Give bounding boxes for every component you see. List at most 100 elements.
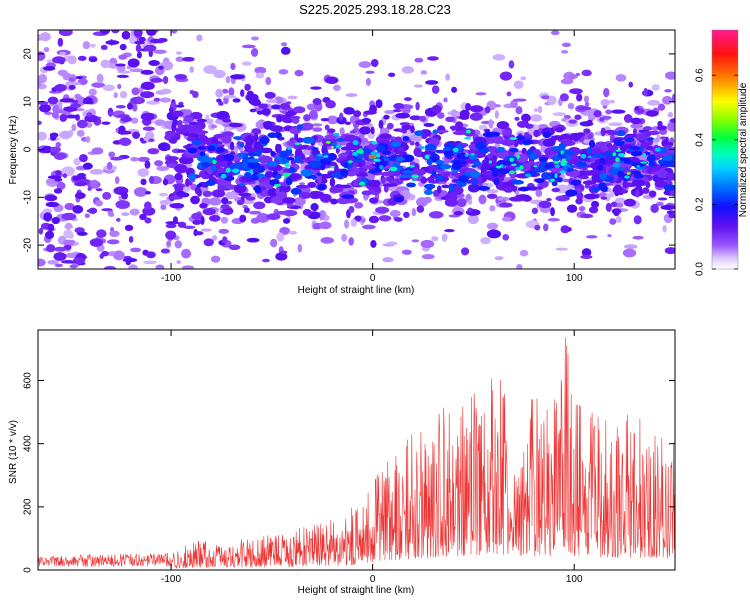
heatmap-blob <box>319 221 332 230</box>
heatmap-blob <box>464 136 472 140</box>
heatmap-blob <box>382 257 394 263</box>
heatmap-blob <box>650 203 659 213</box>
heatmap-blob <box>182 132 194 137</box>
heatmap-blob <box>587 133 593 139</box>
heatmap-blob <box>215 146 226 153</box>
heatmap-blob <box>631 162 645 168</box>
heatmap-blob <box>315 153 323 161</box>
heatmap-blob <box>335 146 340 154</box>
heatmap-blob <box>225 167 231 173</box>
heatmap-blob <box>132 131 141 139</box>
heatmap-blob <box>300 168 313 177</box>
heatmap-blob <box>142 126 155 131</box>
heatmap-blob <box>317 183 326 191</box>
heatmap-blob <box>508 60 515 69</box>
heatmap-blob <box>149 176 155 184</box>
heatmap-blob <box>486 229 502 239</box>
heatmap-blob <box>106 161 113 170</box>
heatmap-blob <box>288 230 297 235</box>
heatmap-blob <box>435 159 445 166</box>
heatmap-blob <box>215 88 224 98</box>
heatmap-blob <box>654 273 668 276</box>
heatmap-blob <box>203 65 218 75</box>
heatmap-blob <box>170 30 178 34</box>
heatmap-blob <box>533 107 539 113</box>
heatmap-blob <box>287 95 298 100</box>
heatmap-blob <box>591 187 601 192</box>
heatmap-blob <box>266 213 281 220</box>
heatmap-blob <box>362 224 376 230</box>
heatmap-blob <box>502 233 510 241</box>
heatmap-blob <box>623 114 633 123</box>
heatmap-blob <box>657 197 668 201</box>
heatmap-blob <box>414 130 424 136</box>
heatmap-blob <box>431 105 442 114</box>
heatmap-blob <box>160 88 172 95</box>
heatmap-blob <box>168 195 184 200</box>
heatmap-blob <box>120 116 133 123</box>
heatmap-blob <box>245 196 256 201</box>
heatmap-blob <box>570 179 582 186</box>
heatmap-blob <box>106 239 120 245</box>
heatmap-blob <box>155 264 165 269</box>
heatmap-blob <box>287 147 292 150</box>
heatmap-blob <box>561 42 571 47</box>
heatmap-blob <box>605 109 612 115</box>
heatmap-blob <box>317 154 323 157</box>
colorbar-gradient <box>712 30 738 269</box>
heatmap-blob <box>88 88 97 96</box>
heatmap-blob <box>202 208 216 216</box>
heatmap-blob <box>623 198 636 207</box>
heatmap-blob <box>551 187 561 193</box>
heatmap-blob <box>353 110 362 118</box>
heatmap-blob <box>162 76 169 84</box>
heatmap-blob <box>593 110 602 118</box>
heatmap-blob <box>657 103 666 111</box>
heatmap-blob <box>394 217 403 222</box>
heatmap-blob <box>518 186 530 192</box>
heatmap-blob <box>185 178 190 187</box>
heatmap-blob <box>379 171 394 177</box>
heatmap-blob <box>583 95 589 103</box>
snr-series-line <box>38 337 675 569</box>
heatmap-blob <box>335 184 343 188</box>
heatmap-blob <box>47 223 55 232</box>
heatmap-blob <box>443 150 455 157</box>
heatmap-blob <box>509 137 518 141</box>
heatmap-blob <box>77 172 87 178</box>
heatmap-blob <box>671 93 675 104</box>
heatmap-blob <box>82 162 93 170</box>
heatmap-blob <box>325 140 331 144</box>
heatmap-blob <box>487 157 497 167</box>
heatmap-y-tick-label: 10 <box>23 96 34 108</box>
heatmap-blob <box>290 187 302 195</box>
heatmap-blob <box>431 236 439 242</box>
heatmap-blob <box>156 166 169 172</box>
heatmap-blob <box>608 122 623 127</box>
heatmap-blob <box>657 159 665 165</box>
heatmap-blob <box>508 196 524 202</box>
heatmap-blob <box>109 156 124 161</box>
heatmap-blob <box>211 136 219 146</box>
heatmap-blob <box>414 141 420 147</box>
heatmap-blob <box>181 248 192 259</box>
heatmap-blob <box>197 146 207 150</box>
heatmap-blob <box>578 205 586 212</box>
heatmap-blob <box>478 124 488 131</box>
snr-x-tick-label: -100 <box>161 574 181 585</box>
heatmap-blob <box>311 123 323 127</box>
heatmap-blob <box>600 127 606 137</box>
heatmap-blob <box>96 229 107 238</box>
heatmap-blob <box>76 231 88 236</box>
heatmap-blob <box>409 161 416 167</box>
heatmap-blob <box>516 154 520 159</box>
heatmap-blob <box>541 95 550 100</box>
heatmap-blob <box>136 51 142 59</box>
heatmap-blob <box>135 44 142 53</box>
heatmap-blob <box>403 211 410 218</box>
heatmap-blob <box>588 140 595 148</box>
heatmap-blob <box>70 103 82 108</box>
heatmap-blob <box>605 313 620 321</box>
heatmap-blob <box>244 171 252 178</box>
